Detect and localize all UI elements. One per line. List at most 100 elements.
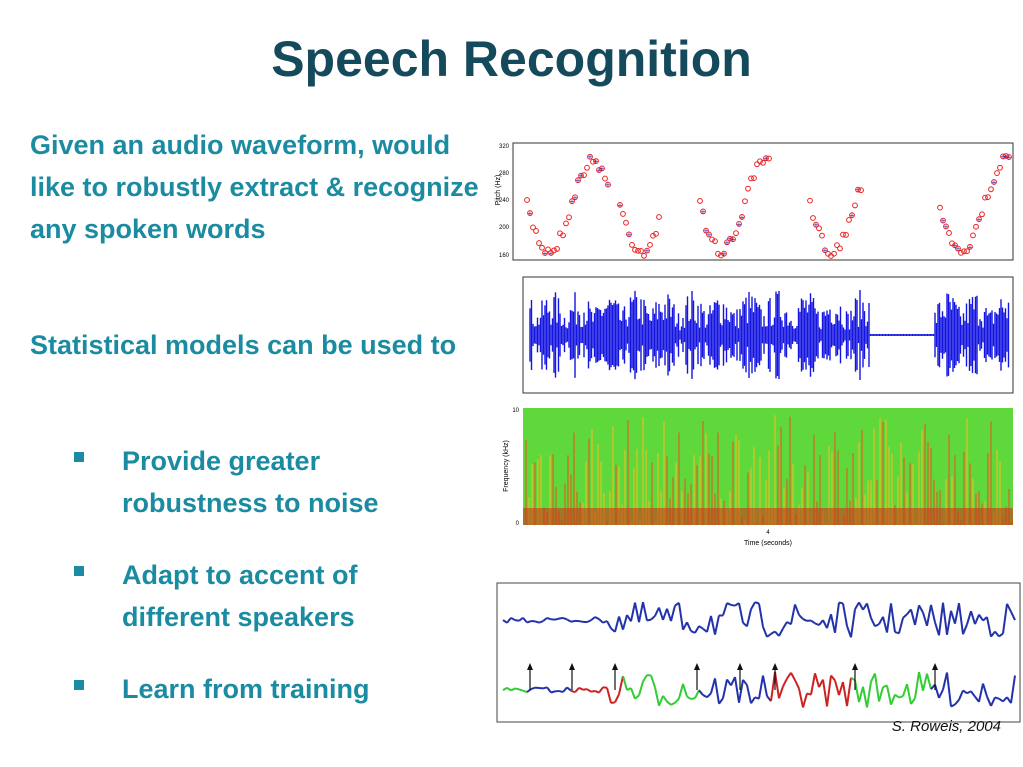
spectrogram-band xyxy=(924,424,926,525)
trajectory xyxy=(906,683,912,705)
pitch-point xyxy=(946,230,952,236)
trajectory xyxy=(698,625,704,630)
spectrogram-band xyxy=(945,479,947,525)
trajectory xyxy=(682,683,688,697)
trajectory xyxy=(910,697,916,705)
trajectory xyxy=(578,686,584,691)
bullet-marker xyxy=(74,680,84,690)
spectrogram-band xyxy=(645,450,647,525)
spectrogram-band xyxy=(570,474,572,525)
trajectory xyxy=(654,687,660,706)
trajectory xyxy=(986,696,992,707)
credit: S. Roweis, 2004 xyxy=(891,718,1001,735)
trajectory xyxy=(754,601,760,605)
spectrogram-band xyxy=(525,440,527,525)
trajectory xyxy=(974,614,980,625)
trajectory xyxy=(930,604,936,623)
pitch-point xyxy=(997,164,1003,171)
trajectory xyxy=(526,620,532,624)
spectrogram-band xyxy=(618,466,620,525)
trajectory xyxy=(726,602,732,606)
spectrogram-band xyxy=(846,468,848,525)
pitch-point xyxy=(569,198,575,205)
pitch-plus: + xyxy=(1001,152,1006,161)
trajectory xyxy=(738,679,744,703)
spectrogram-band xyxy=(651,462,653,525)
spectrogram-band xyxy=(939,490,941,525)
trajectory xyxy=(870,617,876,627)
trajectory xyxy=(786,672,792,680)
pitch-point xyxy=(533,228,539,234)
spectrogram-band xyxy=(963,451,965,525)
pitch-plus: + xyxy=(597,166,602,175)
trajectory xyxy=(850,676,856,682)
pitch-plus: + xyxy=(576,176,581,185)
spectrogram-band xyxy=(615,464,617,525)
pitch-plus: + xyxy=(944,222,949,231)
pitch-point xyxy=(712,238,718,245)
trajectory xyxy=(954,699,960,706)
trajectory xyxy=(542,686,548,690)
trajectory xyxy=(570,619,576,623)
trajectory xyxy=(1002,603,1008,634)
trajectory xyxy=(618,616,624,630)
pitch-point xyxy=(855,186,861,193)
trajectory xyxy=(946,672,952,707)
pitch-point xyxy=(590,158,596,165)
trajectory xyxy=(894,693,900,699)
trajectory xyxy=(878,686,884,702)
trajectory xyxy=(810,619,816,625)
pitch-point xyxy=(703,227,709,234)
trajectory xyxy=(994,630,1000,638)
tick-label: 160 xyxy=(499,253,510,259)
trajectory xyxy=(606,620,612,629)
pitch-point xyxy=(629,241,635,248)
trajectory xyxy=(822,619,828,629)
pitch-point xyxy=(623,219,629,226)
trajectory xyxy=(558,616,564,620)
spectrogram-band xyxy=(708,453,710,525)
pitch-plus: + xyxy=(725,238,730,247)
trajectory xyxy=(886,685,892,705)
spectrogram-band xyxy=(873,428,875,525)
trajectory xyxy=(646,618,652,622)
pitch-plus: + xyxy=(956,245,961,254)
axis-label: Frequency (kHz) xyxy=(503,440,510,492)
trajectory xyxy=(842,681,848,707)
pitch-point xyxy=(819,232,825,239)
spectrogram-band xyxy=(885,419,887,525)
pitch-point xyxy=(715,250,721,257)
bullet-text: Adapt to accent of different speakers xyxy=(122,560,358,632)
pitch-point xyxy=(766,155,772,162)
arrow-head xyxy=(852,663,858,670)
spectrogram-band xyxy=(540,455,542,525)
pitch-plus: + xyxy=(618,201,623,210)
trajectory xyxy=(1006,603,1012,613)
pitch-plus: + xyxy=(941,217,946,226)
trajectory xyxy=(746,684,752,704)
tick-label: 280 xyxy=(499,171,510,177)
pitch-point xyxy=(632,246,638,253)
spectrogram-band xyxy=(927,442,929,525)
pitch-plus: + xyxy=(594,157,599,166)
spectrogram-band xyxy=(801,487,803,525)
pitch-point xyxy=(858,187,864,194)
pitch-point xyxy=(943,223,949,230)
spectrogram-band xyxy=(897,476,899,525)
trajectory xyxy=(638,601,644,623)
pitch-point xyxy=(733,230,739,237)
trajectory xyxy=(942,602,948,635)
trajectory xyxy=(678,683,684,699)
trajectory xyxy=(782,621,788,630)
pitch-point xyxy=(834,242,840,249)
spectrogram-band xyxy=(987,452,989,525)
pitch-plus: + xyxy=(579,172,584,181)
trajectory xyxy=(962,689,968,695)
spectrogram-band xyxy=(750,467,752,525)
pitch-point xyxy=(638,248,644,254)
pitch-point xyxy=(706,231,712,238)
trajectory xyxy=(778,628,784,637)
pitch-point xyxy=(807,197,813,204)
pitch-point xyxy=(536,240,542,246)
trajectory xyxy=(834,602,840,633)
